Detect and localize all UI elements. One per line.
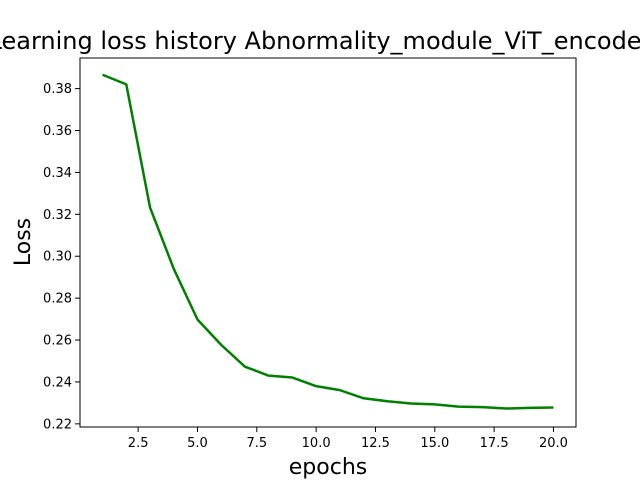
y-tick-label: 0.36 bbox=[43, 124, 72, 139]
x-tick-label: 5.0 bbox=[187, 436, 208, 451]
y-axis: 0.22 0.24 0.26 0.28 0.30 0.32 0.34 0.36 0.38 bbox=[43, 82, 80, 432]
y-tick-label: 0.38 bbox=[43, 82, 72, 97]
x-tick-label: 7.5 bbox=[246, 436, 267, 451]
x-axis-title: epochs bbox=[289, 455, 367, 480]
x-tick-label: 2.5 bbox=[128, 436, 149, 451]
x-tick-label: 12.5 bbox=[361, 436, 390, 451]
y-tick-label: 0.28 bbox=[43, 292, 72, 307]
y-tick-label: 0.32 bbox=[43, 208, 72, 223]
x-tick-label: 10.0 bbox=[302, 436, 331, 451]
x-tick-label: 17.5 bbox=[480, 436, 509, 451]
loss-series-line bbox=[102, 73, 554, 410]
x-tick-label: 20.0 bbox=[539, 436, 568, 451]
y-tick-label: 0.26 bbox=[43, 334, 72, 349]
y-tick-label: 0.34 bbox=[43, 166, 72, 181]
x-tick-label: 15.0 bbox=[420, 436, 449, 451]
y-tick-label: 0.24 bbox=[43, 375, 72, 390]
plot-area-frame bbox=[79, 57, 577, 428]
x-axis: 2.5 5.0 7.5 10.0 12.5 15.0 17.5 20.0 bbox=[128, 427, 568, 451]
y-tick-label: 0.30 bbox=[43, 250, 72, 265]
series-layer bbox=[102, 73, 554, 410]
chart-title: Learning loss history Abnormality_module… bbox=[0, 27, 640, 55]
y-tick-label: 0.22 bbox=[43, 417, 72, 432]
y-axis-title: Loss bbox=[11, 218, 36, 266]
